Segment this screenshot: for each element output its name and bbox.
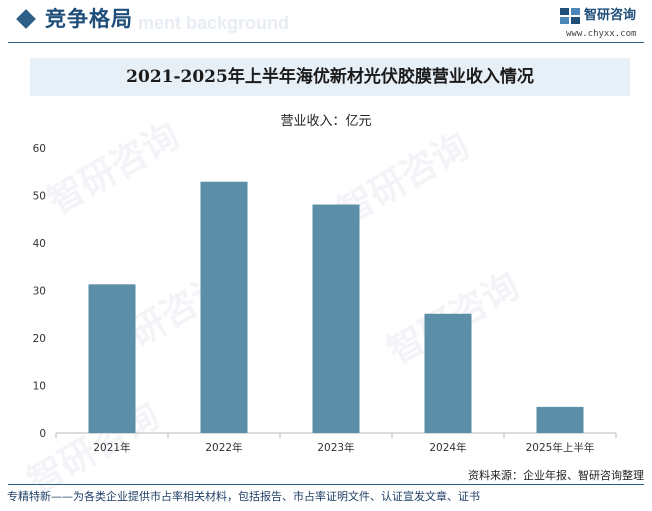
x-tick-label: 2025年上半年 bbox=[526, 441, 595, 454]
y-tick-label: 40 bbox=[33, 238, 46, 250]
logo-name: 智研咨询 bbox=[584, 8, 637, 23]
x-tick-label: 2021年 bbox=[93, 441, 130, 454]
section-title: 竞争格局 bbox=[45, 7, 133, 31]
source-note: 资料来源：企业年报、智研咨询整理 bbox=[468, 469, 644, 482]
page-header: ment background 竞争格局 bbox=[0, 0, 652, 44]
chart-title: 2021-2025年上半年海优新材光伏胶膜营业收入情况 bbox=[126, 67, 534, 87]
y-tick-label: 20 bbox=[33, 333, 46, 345]
brand-logo: 智研咨询 www.chyxx.com bbox=[560, 6, 650, 40]
footer-slogan: 专精特新——为各类企业提供市占率相关材料，包括报告、市占率证明文件、认证宣发文章… bbox=[7, 490, 480, 503]
y-tick-label: 0 bbox=[39, 428, 46, 440]
y-tick-label: 60 bbox=[33, 143, 46, 155]
y-tick-label: 10 bbox=[33, 381, 46, 393]
header-divider bbox=[8, 42, 644, 43]
x-tick-label: 2022年 bbox=[205, 441, 242, 454]
x-tick-label: 2023年 bbox=[317, 441, 354, 454]
x-tick-label: 2024年 bbox=[429, 441, 466, 454]
header-ghost-text: ment background bbox=[138, 13, 290, 33]
unit-label: 营业收入：亿元 bbox=[280, 114, 372, 129]
logo-mark-icon bbox=[560, 8, 580, 24]
y-tick-label: 30 bbox=[33, 286, 46, 298]
chart-title-band: 2021-2025年上半年海优新材光伏胶膜营业收入情况 bbox=[30, 58, 630, 96]
bar bbox=[424, 313, 472, 433]
bar bbox=[88, 284, 136, 433]
bar bbox=[536, 406, 584, 433]
footer-divider bbox=[8, 484, 644, 485]
logo-url: www.chyxx.com bbox=[566, 29, 637, 39]
bar bbox=[312, 204, 360, 433]
y-tick-label: 50 bbox=[33, 191, 46, 203]
bar bbox=[200, 181, 248, 433]
